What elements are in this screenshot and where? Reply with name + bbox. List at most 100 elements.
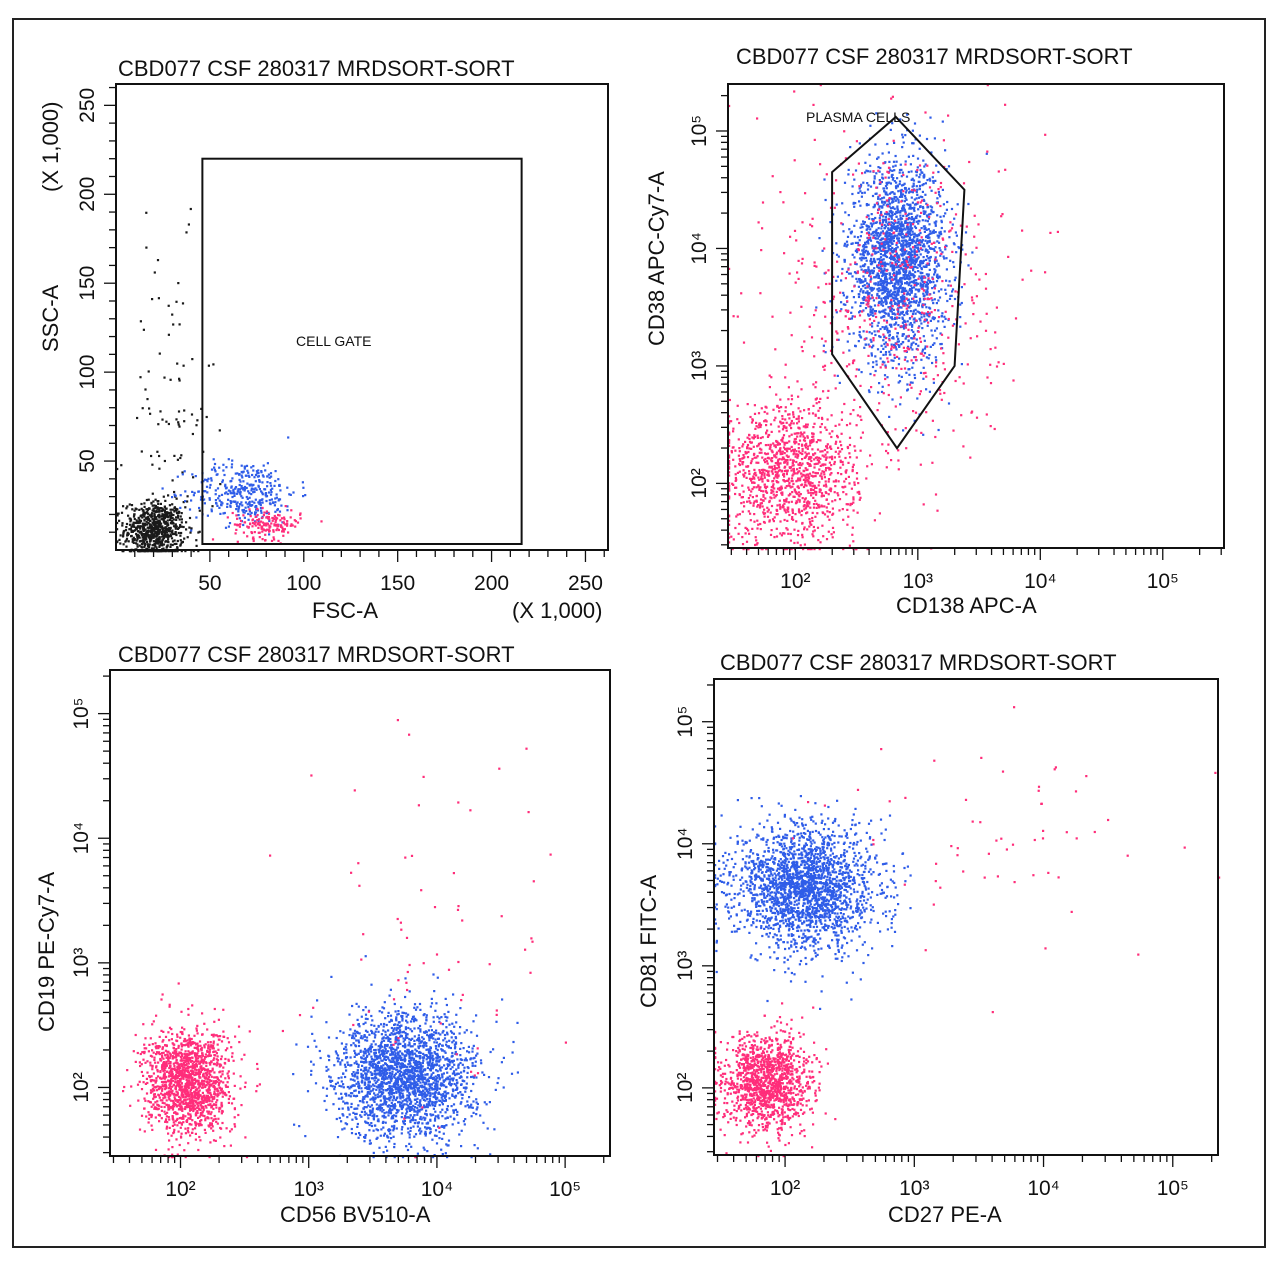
scatter-point — [867, 313, 869, 315]
scatter-point — [738, 455, 740, 457]
scatter-point — [788, 514, 790, 516]
scatter-point — [270, 472, 272, 474]
scatter-point — [773, 419, 775, 421]
scatter-point — [833, 463, 835, 465]
scatter-point — [761, 480, 763, 482]
scatter-point — [143, 541, 145, 543]
scatter-point — [895, 263, 897, 265]
scatter-point — [852, 466, 854, 468]
scatter-point — [930, 205, 932, 207]
scatter-point — [847, 446, 849, 448]
scatter-point — [926, 179, 928, 181]
scatter-point — [935, 165, 937, 167]
scatter-point — [808, 457, 810, 459]
scatter-point — [862, 265, 864, 267]
scatter-point — [959, 376, 961, 378]
scatter-point — [164, 535, 166, 537]
scatter-point — [753, 486, 755, 488]
scatter-point — [143, 515, 145, 517]
scatter-point — [238, 507, 240, 509]
scatter-point — [936, 510, 938, 512]
scatter-point — [939, 247, 941, 249]
scatter-point — [937, 309, 939, 311]
scatter-point — [898, 240, 900, 242]
scatter-point — [252, 536, 254, 538]
scatter-point — [904, 303, 906, 305]
scatter-point — [922, 239, 924, 241]
scatter-point — [143, 536, 145, 538]
scatter-point — [920, 372, 922, 374]
scatter-point — [893, 324, 895, 326]
scatter-point — [914, 234, 916, 236]
scatter-point — [172, 479, 174, 481]
scatter-point — [757, 444, 759, 446]
scatter-point — [909, 277, 911, 279]
scatter-point — [890, 324, 892, 326]
scatter-point — [795, 239, 797, 241]
scatter-point — [761, 502, 763, 504]
scatter-point — [926, 138, 928, 140]
scatter-point — [195, 424, 197, 426]
scatter-point — [881, 300, 883, 302]
scatter-point — [252, 484, 254, 486]
scatter-point — [918, 250, 920, 252]
scatter-point — [192, 476, 194, 478]
scatter-point — [858, 200, 860, 202]
scatter-point — [778, 430, 780, 432]
scatter-point — [826, 429, 828, 431]
scatter-point — [764, 484, 766, 486]
scatter-point — [183, 538, 185, 540]
scatter-point — [940, 347, 942, 349]
scatter-point — [922, 206, 924, 208]
scatter-point — [888, 330, 890, 332]
scatter-point — [812, 497, 814, 499]
scatter-point — [943, 316, 945, 318]
scatter-point — [867, 268, 869, 270]
scatter-point — [268, 527, 270, 529]
scatter-point — [150, 538, 152, 540]
scatter-point — [885, 325, 887, 327]
scatter-point — [167, 524, 169, 526]
scatter-point — [856, 456, 858, 458]
scatter-point — [811, 448, 813, 450]
scatter-point — [801, 522, 803, 524]
scatter-point — [283, 531, 285, 533]
scatter-point — [765, 432, 767, 434]
scatter-point — [841, 433, 843, 435]
y-tick-label: 200 — [76, 177, 99, 212]
scatter-point — [729, 399, 731, 401]
scatter-point — [818, 417, 820, 419]
scatter-point — [191, 473, 193, 475]
scatter-point — [827, 390, 829, 392]
scatter-point — [886, 466, 888, 468]
scatter-point — [885, 263, 887, 265]
scatter-point — [900, 343, 902, 345]
scatter-point — [131, 508, 133, 510]
scatter-point — [952, 430, 954, 432]
scatter-point — [846, 296, 848, 298]
scatter-point — [838, 480, 840, 482]
scatter-point — [882, 348, 884, 350]
scatter-point — [876, 293, 878, 295]
scatter-point — [287, 436, 289, 438]
scatter-point — [897, 459, 899, 461]
scatter-point — [926, 255, 928, 257]
scatter-point — [835, 179, 837, 181]
scatter-point — [811, 517, 813, 519]
scatter-point — [792, 509, 794, 511]
scatter-point — [829, 511, 831, 513]
scatter-point — [807, 445, 809, 447]
scatter-point — [837, 447, 839, 449]
scatter-point — [168, 423, 170, 425]
scatter-point — [273, 536, 275, 538]
scatter-point — [818, 504, 820, 506]
scatter-point — [797, 396, 799, 398]
scatter-point — [947, 284, 949, 286]
scatter-point — [118, 539, 120, 541]
scatter-point — [902, 136, 904, 138]
scatter-point — [231, 477, 233, 479]
scatter-point — [848, 476, 850, 478]
scatter-point — [938, 429, 940, 431]
scatter-point — [767, 516, 769, 518]
scatter-point — [921, 236, 923, 238]
